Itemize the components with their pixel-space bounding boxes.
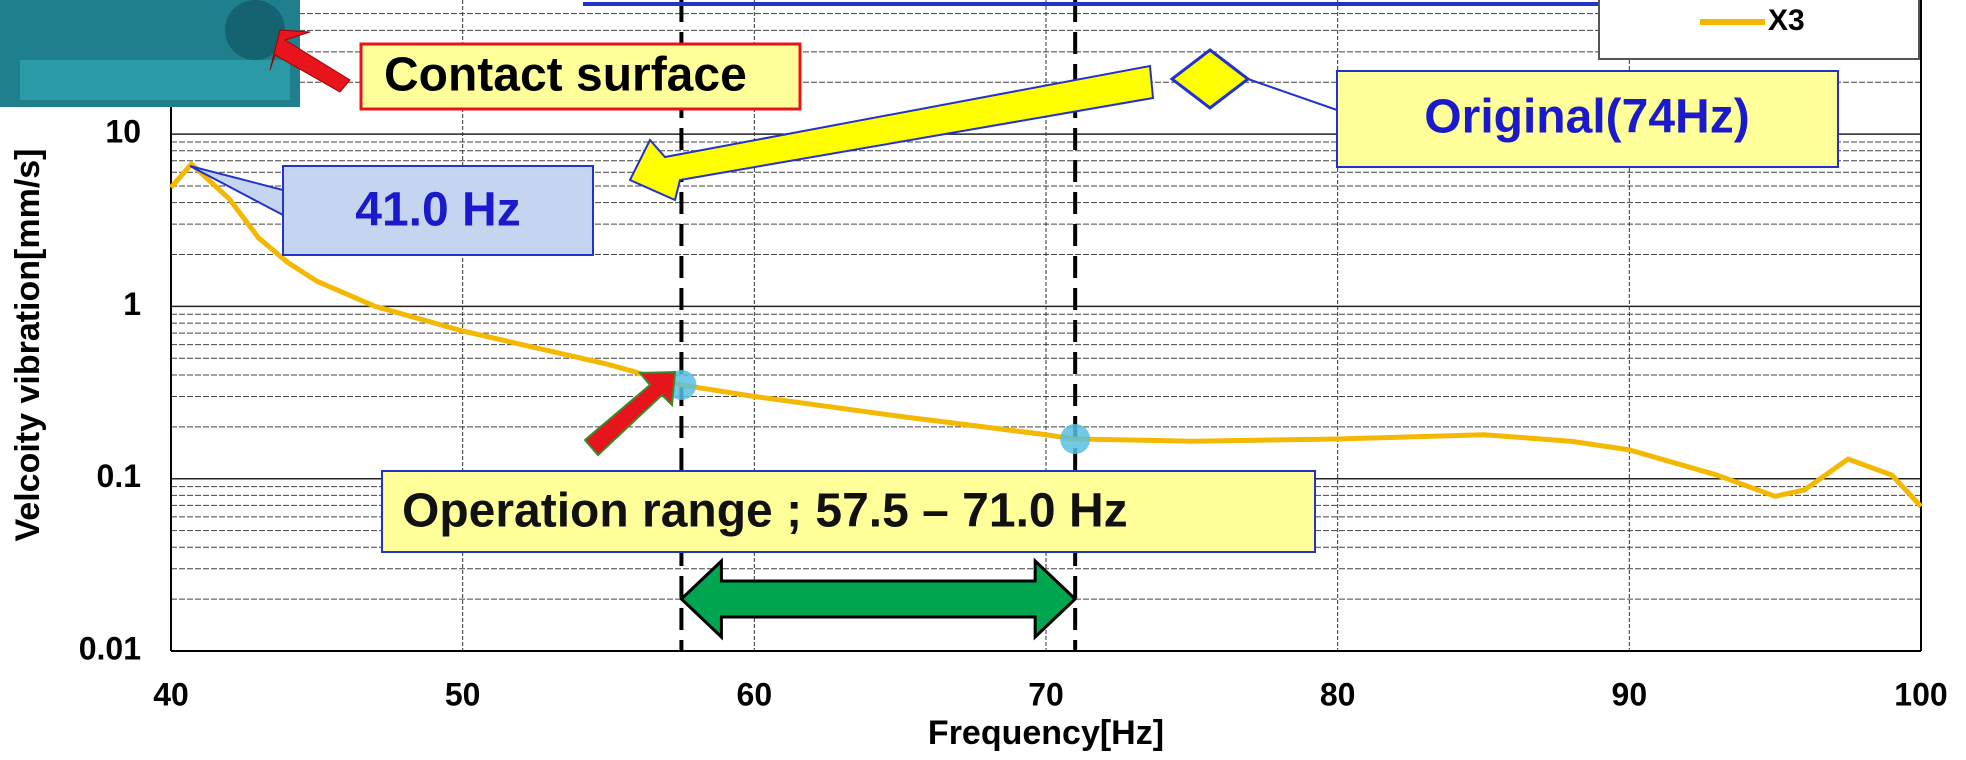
annotation: Original(74Hz) xyxy=(1424,91,1749,144)
highlight-point xyxy=(1060,424,1090,454)
x-tick-label: 60 xyxy=(737,676,773,712)
x-tick-label: 70 xyxy=(1028,676,1064,712)
legend xyxy=(1599,0,1919,59)
red-arrow xyxy=(585,372,675,455)
annotation: Contact surface xyxy=(384,49,747,102)
y-axis-title: Velcoity vibration[mm/s] xyxy=(9,149,47,542)
x-tick-label: 100 xyxy=(1894,676,1947,712)
range-arrow xyxy=(681,561,1075,637)
annotation: Operation range ; 57.5 – 71.0 Hz xyxy=(402,485,1128,538)
annotation: 41.0 Hz xyxy=(355,184,520,237)
y-tick-label: 10 xyxy=(105,114,141,150)
y-tick-label: 0.01 xyxy=(79,630,141,666)
chart: 0.01 0.1 1 10 40 50 60 70 80 90 100 X3 Contact sur… xyxy=(0,0,1966,755)
x-tick-label: 80 xyxy=(1320,676,1356,712)
x-tick-label: 50 xyxy=(445,676,481,712)
callout-line xyxy=(1248,79,1337,110)
legend-label: X3 xyxy=(1768,4,1805,37)
photo-detail xyxy=(20,60,290,100)
x-tick-label: 90 xyxy=(1612,676,1648,712)
x-axis-title: Frequency[Hz] xyxy=(928,714,1164,752)
y-tick-label: 0.1 xyxy=(97,458,141,494)
x-tick-label: 40 xyxy=(153,676,189,712)
diamond xyxy=(1172,50,1248,108)
y-tick-label: 1 xyxy=(123,286,141,322)
